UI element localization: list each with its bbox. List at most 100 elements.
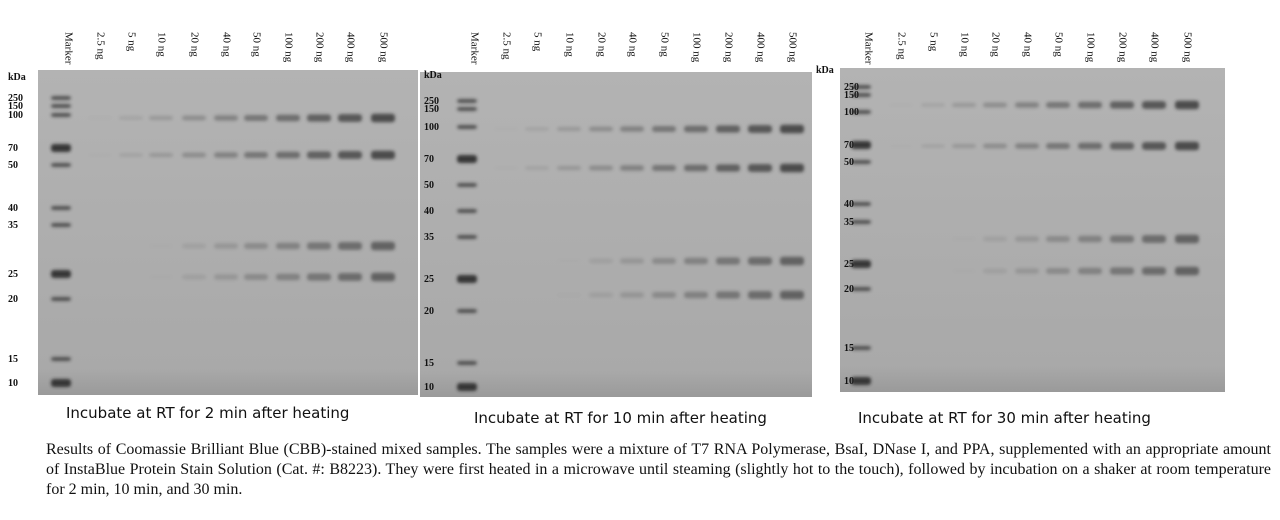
sample-band (1078, 142, 1102, 150)
sample-band (338, 151, 362, 159)
sample-band (983, 143, 1007, 149)
sample-band (716, 257, 740, 265)
marker-label: 100 (424, 122, 439, 133)
panel-caption: Incubate at RT for 10 min after heating (474, 409, 767, 427)
marker-band (851, 141, 871, 149)
marker-band (851, 287, 871, 291)
sample-band (684, 291, 708, 299)
sample-band (557, 165, 581, 171)
marker-band (457, 209, 477, 213)
marker-label: 35 (8, 220, 18, 231)
sample-band (1046, 268, 1070, 274)
marker-band (51, 163, 71, 167)
sample-band (276, 151, 300, 159)
lane-label: 2.5 ng (94, 32, 106, 60)
sample-band (149, 244, 173, 248)
lane-label: Marker (468, 32, 480, 65)
sample-band (182, 274, 206, 280)
marker-label: 70 (8, 143, 18, 154)
sample-band (1110, 235, 1134, 243)
figure-legend: Results of Coomassie Brilliant Blue (CBB… (46, 441, 1271, 498)
marker-label: 20 (8, 294, 18, 305)
sample-band (371, 241, 395, 251)
lane-label: 20 ng (989, 32, 1001, 57)
sample-band (149, 275, 173, 279)
marker-label: 25 (844, 259, 854, 270)
marker-label: 40 (8, 203, 18, 214)
sample-band (716, 164, 740, 172)
sample-band (557, 293, 581, 297)
marker-label: 20 (844, 284, 854, 295)
lane-label: 5 ng (927, 32, 939, 52)
lane-label: 40 ng (626, 32, 638, 57)
sample-band (494, 167, 518, 170)
lane-label: 200 ng (313, 32, 325, 63)
sample-band (119, 116, 143, 120)
sample-band (338, 242, 362, 250)
sample-band (983, 268, 1007, 274)
lane-label: 2.5 ng (500, 32, 512, 60)
sample-band (88, 117, 112, 120)
sample-band (1110, 267, 1134, 275)
sample-band (307, 151, 331, 159)
sample-band (716, 291, 740, 299)
sample-band (1046, 236, 1070, 242)
marker-band (457, 309, 477, 313)
sample-band (149, 115, 173, 121)
marker-band (51, 270, 71, 278)
marker-band (851, 85, 871, 89)
sample-band (244, 243, 268, 249)
marker-label: 15 (424, 358, 434, 369)
sample-band (1078, 101, 1102, 109)
lane-label: 20 ng (595, 32, 607, 57)
sample-band (589, 165, 613, 171)
sample-band (276, 273, 300, 281)
sample-band (214, 274, 238, 280)
marker-band (851, 93, 871, 97)
marker-band (457, 107, 477, 111)
sample-band (494, 128, 518, 131)
gel (38, 70, 418, 395)
sample-band (525, 127, 549, 131)
marker-label: 250 (424, 96, 439, 107)
marker-band (51, 297, 71, 301)
sample-band (244, 274, 268, 280)
sample-band (684, 125, 708, 133)
sample-band (620, 165, 644, 171)
sample-band (1046, 102, 1070, 108)
marker-band (457, 125, 477, 129)
marker-label: 250 (8, 93, 23, 104)
sample-band (589, 292, 613, 298)
sample-band (244, 152, 268, 158)
lane-label: 400 ng (754, 32, 766, 63)
sample-band (652, 126, 676, 132)
sample-band (149, 152, 173, 158)
sample-band (952, 102, 976, 108)
marker-label: 10 (424, 382, 434, 393)
marker-band (51, 113, 71, 117)
marker-label: 150 (424, 104, 439, 115)
lane-label: 40 ng (220, 32, 232, 57)
sample-band (1175, 266, 1199, 276)
sample-band (780, 290, 804, 300)
sample-band (1142, 142, 1166, 150)
sample-band (1015, 143, 1039, 149)
lane-label: 400 ng (1148, 32, 1160, 63)
marker-band (851, 260, 871, 268)
gel-figure: Marker 2.5 ng 5 ng 10 ng 20 ng 40 ng 50 ng 100 … (8, 32, 1225, 427)
marker-band (51, 379, 71, 387)
marker-band (457, 235, 477, 239)
marker-label: 25 (8, 269, 18, 280)
sample-band (182, 152, 206, 158)
lane-label: 100 ng (1084, 32, 1096, 63)
sample-band (1015, 236, 1039, 242)
sample-band (307, 114, 331, 122)
sample-band (182, 115, 206, 121)
marker-label: 35 (844, 217, 854, 228)
marker-label: 100 (8, 110, 23, 121)
sample-band (748, 257, 772, 265)
sample-band (652, 292, 676, 298)
sample-band (307, 273, 331, 281)
marker-band (457, 361, 477, 365)
sample-band (952, 269, 976, 273)
